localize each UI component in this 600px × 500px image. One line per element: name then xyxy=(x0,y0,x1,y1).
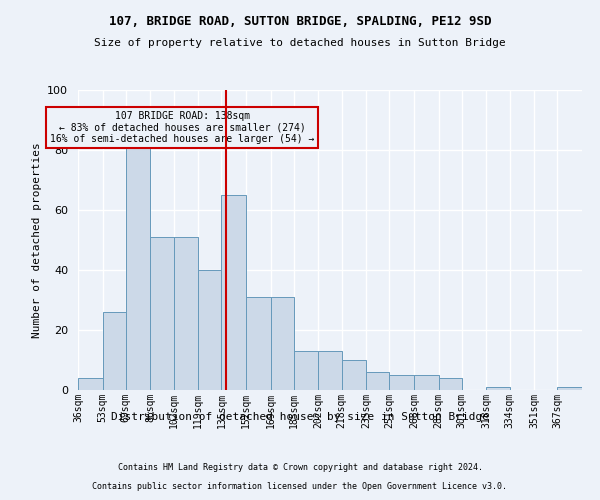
Bar xyxy=(341,360,366,390)
Text: Contains public sector information licensed under the Open Government Licence v3: Contains public sector information licen… xyxy=(92,482,508,491)
Bar xyxy=(198,270,221,390)
Bar xyxy=(78,378,103,390)
Bar xyxy=(173,237,198,390)
Text: Distribution of detached houses by size in Sutton Bridge: Distribution of detached houses by size … xyxy=(111,412,489,422)
Text: 107 BRIDGE ROAD: 138sqm
← 83% of detached houses are smaller (274)
16% of semi-d: 107 BRIDGE ROAD: 138sqm ← 83% of detache… xyxy=(50,111,314,144)
Text: Size of property relative to detached houses in Sutton Bridge: Size of property relative to detached ho… xyxy=(94,38,506,48)
Bar xyxy=(103,312,126,390)
Bar xyxy=(439,378,462,390)
Bar xyxy=(126,138,151,390)
Bar xyxy=(319,351,341,390)
Text: Contains HM Land Registry data © Crown copyright and database right 2024.: Contains HM Land Registry data © Crown c… xyxy=(118,464,482,472)
Bar xyxy=(271,297,294,390)
Bar xyxy=(414,375,439,390)
Bar xyxy=(366,372,389,390)
Bar xyxy=(246,297,271,390)
Bar xyxy=(557,387,582,390)
Y-axis label: Number of detached properties: Number of detached properties xyxy=(32,142,42,338)
Bar xyxy=(221,195,246,390)
Bar xyxy=(487,387,509,390)
Bar xyxy=(151,237,173,390)
Bar xyxy=(389,375,414,390)
Text: 107, BRIDGE ROAD, SUTTON BRIDGE, SPALDING, PE12 9SD: 107, BRIDGE ROAD, SUTTON BRIDGE, SPALDIN… xyxy=(109,15,491,28)
Bar xyxy=(294,351,319,390)
